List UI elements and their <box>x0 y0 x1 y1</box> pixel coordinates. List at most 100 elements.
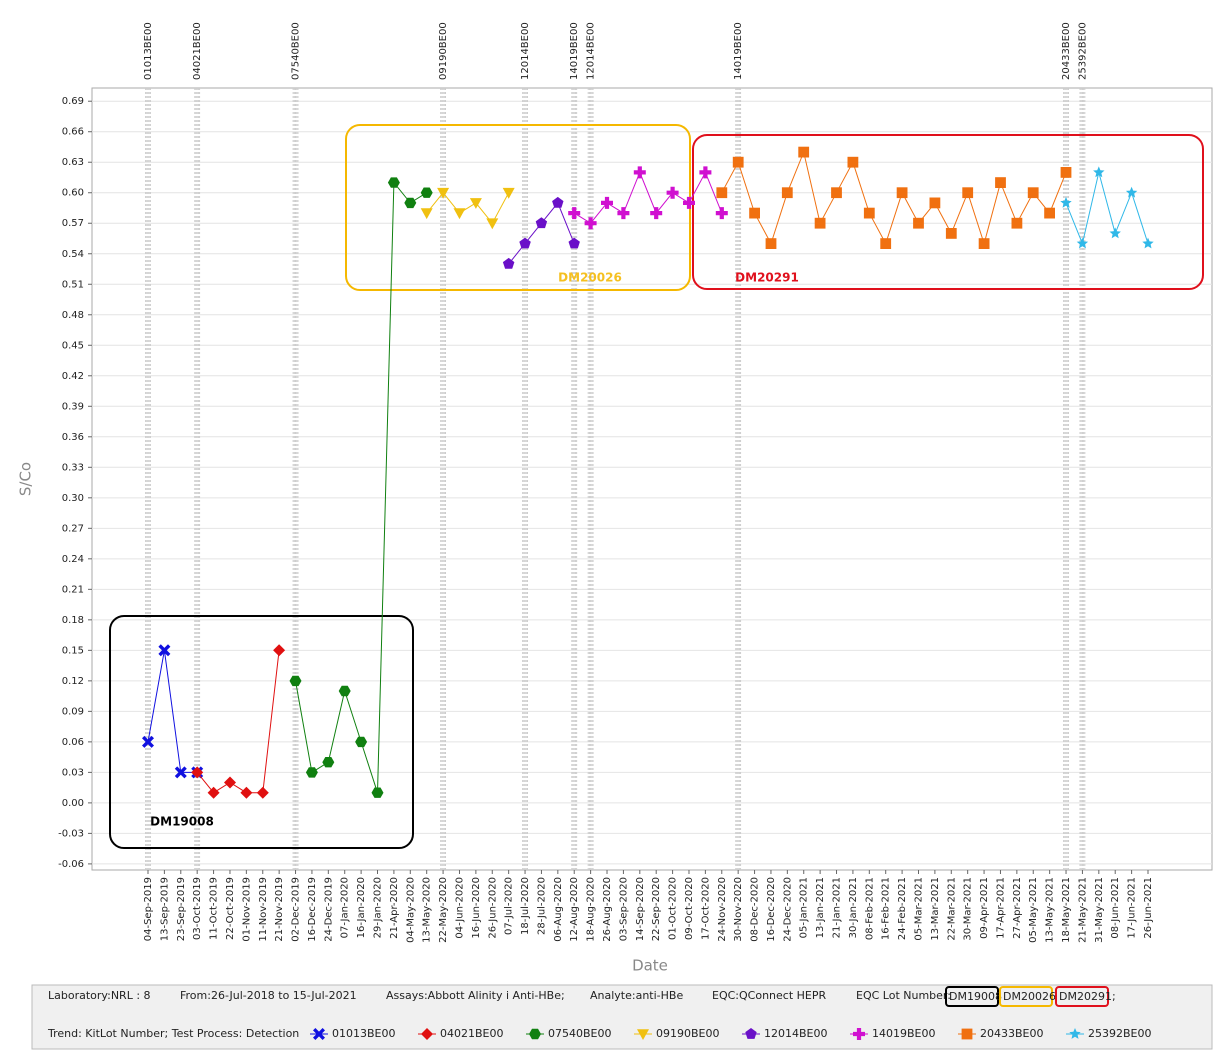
data-point <box>224 776 236 789</box>
x-tick-label: 09-Apr-2021 <box>979 877 990 939</box>
data-point <box>289 675 302 687</box>
data-point <box>1093 166 1105 178</box>
data-point <box>1060 167 1072 178</box>
data-point <box>1142 237 1154 249</box>
x-tick-label: 17-Apr-2021 <box>995 877 1006 939</box>
y-tick-label: 0.18 <box>62 615 84 626</box>
legend-label: 20433BE00 <box>980 1027 1044 1040</box>
footer-info: EQC Lot Number: <box>856 989 951 1002</box>
x-tick-label: 13-Jan-2021 <box>815 877 826 938</box>
x-tick-label: 22-Sep-2020 <box>651 877 662 941</box>
data-point <box>1076 237 1089 249</box>
y-tick-label: -0.06 <box>58 859 84 870</box>
data-point <box>633 166 646 179</box>
x-tick-label: 17-Oct-2020 <box>700 877 711 940</box>
lot-marker-label: 09190BE00 <box>438 22 449 80</box>
lot-marker-label: 14019BE00 <box>569 22 580 80</box>
x-tick-label: 24-Nov-2020 <box>717 877 728 942</box>
lot-marker-label: 04021BE00 <box>192 22 203 80</box>
y-tick-label: -0.03 <box>58 828 84 839</box>
footer-panel <box>31 984 1213 1050</box>
series-line <box>196 650 280 794</box>
annotation-text: DM20026 <box>558 271 622 285</box>
footer-info: EQC:QConnect HEPR <box>712 989 826 1002</box>
data-point <box>420 187 433 198</box>
annotation-text: DM20291 <box>735 271 799 285</box>
x-tick-label: 01-Nov-2019 <box>241 877 252 942</box>
legend-marker <box>313 1028 325 1040</box>
data-point <box>1027 187 1039 199</box>
footer-lot-number: DM20026 <box>1003 990 1056 1003</box>
x-tick-label: 18-May-2021 <box>1061 877 1072 943</box>
x-axis-label: Date <box>632 957 668 975</box>
x-tick-label: 22-Mar-2021 <box>946 877 957 941</box>
legend-label: 07540BE00 <box>548 1027 612 1040</box>
data-point <box>502 257 515 269</box>
x-tick-label: 21-May-2021 <box>1077 877 1088 943</box>
x-tick-label: 30-Mar-2021 <box>963 877 974 941</box>
x-tick-label: 30-Jan-2021 <box>848 877 859 938</box>
series-line <box>573 171 723 224</box>
x-tick-label: 07-Jul-2020 <box>504 877 515 935</box>
lot-marker-label: 14019BE00 <box>733 22 744 80</box>
legend-marker <box>637 1029 649 1040</box>
y-tick-label: 0.21 <box>62 584 84 595</box>
x-tick-label: 11-Nov-2019 <box>258 877 269 942</box>
legend-marker <box>421 1028 433 1040</box>
data-point <box>650 207 663 220</box>
footer-lot-number: DM20291; <box>1059 990 1116 1003</box>
x-tick-label: 16-Dec-2020 <box>766 877 777 942</box>
legend-marker <box>853 1028 865 1040</box>
lot-marker-label: 25392BE00 <box>1077 22 1088 80</box>
legend-marker <box>1069 1028 1081 1039</box>
data-point <box>880 238 892 249</box>
data-point <box>453 208 466 220</box>
data-point <box>962 187 974 199</box>
x-tick-label: 05-Mar-2021 <box>913 877 924 941</box>
data-point <box>552 196 564 208</box>
data-point <box>240 786 253 799</box>
data-point <box>355 736 368 748</box>
x-tick-label: 30-Nov-2020 <box>733 877 744 942</box>
data-point <box>387 177 400 188</box>
x-tick-label: 04-Jun-2020 <box>454 877 465 939</box>
x-tick-label: 24-Feb-2021 <box>897 877 908 940</box>
x-tick-label: 26-Aug-2020 <box>602 877 613 942</box>
x-tick-label: 28-Jul-2020 <box>536 877 547 935</box>
x-tick-label: 08-Dec-2020 <box>750 877 761 942</box>
data-point <box>469 198 482 209</box>
x-tick-label: 05-Jan-2021 <box>799 877 810 938</box>
x-tick-label: 03-Sep-2020 <box>618 877 629 941</box>
x-tick-label: 04-Sep-2019 <box>143 877 154 941</box>
x-tick-label: 18-Jul-2020 <box>520 877 531 935</box>
y-tick-label: 0.42 <box>62 371 84 382</box>
y-tick-label: 0.36 <box>62 432 84 443</box>
footer-lot-number: DM19008 <box>949 990 1002 1003</box>
y-tick-label: 0.57 <box>62 218 84 229</box>
data-point <box>371 787 384 798</box>
data-point <box>995 177 1006 188</box>
y-tick-label: 0.12 <box>62 676 84 687</box>
x-tick-label: 08-Jun-2021 <box>1110 877 1121 939</box>
y-tick-label: 0.66 <box>62 127 84 138</box>
data-point <box>863 207 875 219</box>
footer-lot-box <box>945 986 999 1007</box>
annotation-text: DM19008 <box>150 815 214 829</box>
data-point <box>683 196 695 209</box>
x-tick-label: 12-Aug-2020 <box>569 877 580 942</box>
x-tick-label: 21-Jan-2021 <box>832 877 843 938</box>
y-tick-label: 0.03 <box>62 767 84 778</box>
data-point <box>174 766 187 779</box>
x-tick-label: 02-Dec-2019 <box>291 877 302 942</box>
lot-marker-label: 20433BE00 <box>1061 22 1072 80</box>
lot-marker-label: 12014BE00 <box>520 22 531 80</box>
y-axis-label: S/Co <box>17 462 35 496</box>
x-tick-label: 01-Oct-2020 <box>668 877 679 940</box>
x-tick-label: 31-May-2021 <box>1094 877 1105 943</box>
data-point <box>749 207 760 219</box>
series-line <box>721 150 1067 246</box>
data-point <box>273 644 286 657</box>
x-tick-label: 27-Apr-2021 <box>1012 877 1023 939</box>
